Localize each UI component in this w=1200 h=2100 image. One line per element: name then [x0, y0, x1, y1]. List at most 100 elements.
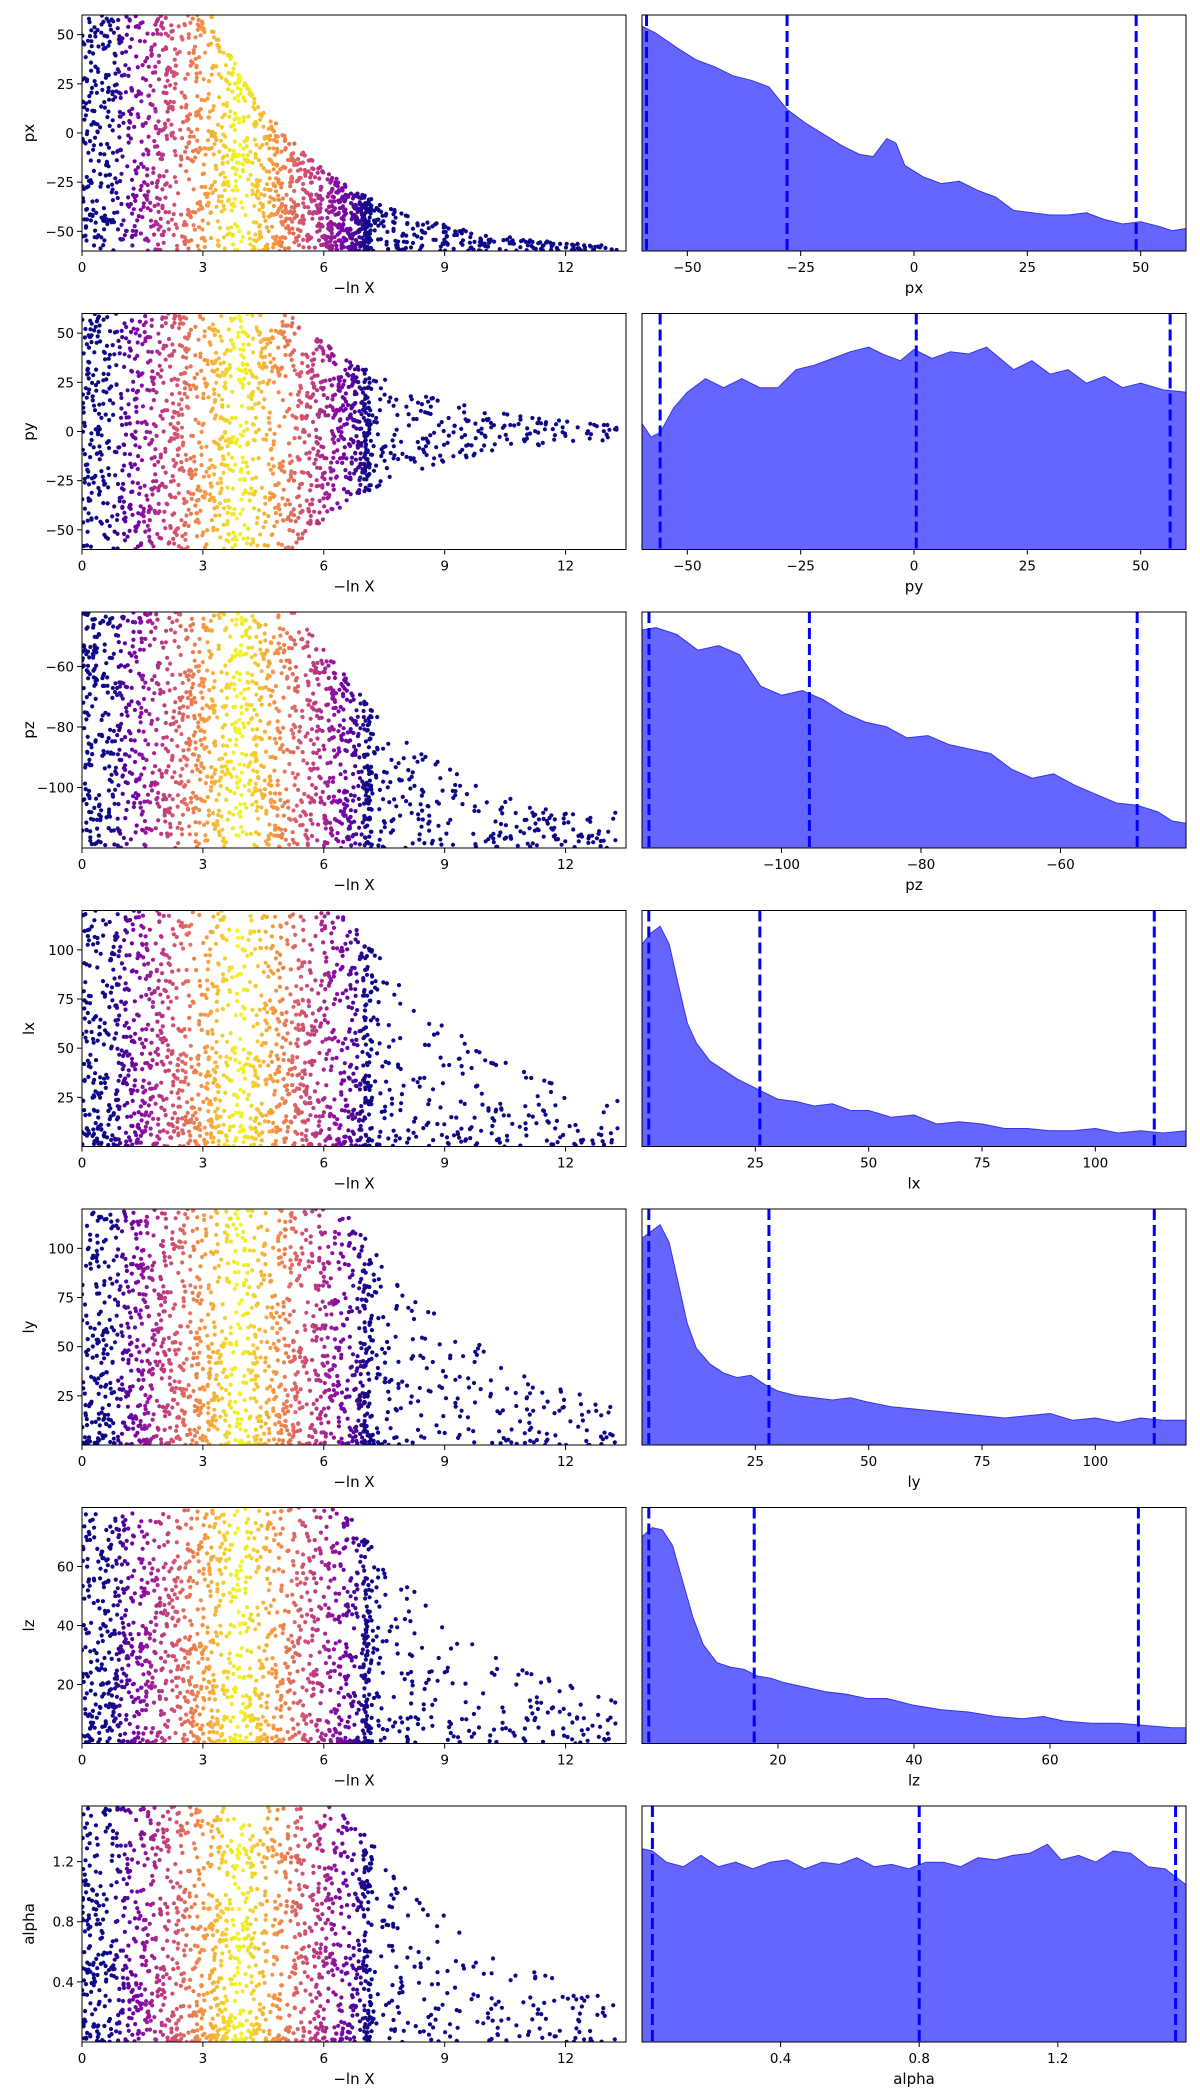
scatter-point: [83, 326, 88, 332]
scatter-point: [120, 154, 125, 159]
scatter-point: [186, 127, 191, 132]
scatter-point: [325, 509, 330, 514]
scatter-point: [215, 822, 220, 827]
scatter-point: [281, 164, 286, 169]
scatter-point: [251, 768, 256, 773]
scatter-point: [84, 827, 89, 833]
scatter-point: [220, 756, 225, 761]
scatter-point: [185, 15, 191, 18]
scatter-point: [197, 649, 202, 655]
scatter-point: [294, 179, 299, 184]
scatter-point: [90, 398, 95, 403]
scatter-point: [290, 219, 295, 224]
scatter-point: [292, 331, 297, 336]
density-area: [641, 346, 1187, 550]
scatter-point: [139, 752, 144, 757]
scatter-point: [297, 389, 302, 394]
scatter-point: [250, 614, 255, 619]
scatter-point: [82, 76, 87, 81]
scatter-point: [279, 671, 284, 676]
scatter-point: [212, 141, 217, 147]
scatter-point: [166, 313, 171, 316]
scatter-point: [334, 176, 339, 181]
scatter-point: [598, 838, 603, 844]
scatter-point: [175, 434, 180, 440]
scatter-point: [319, 185, 324, 190]
scatter-point: [349, 691, 354, 696]
scatter-point: [410, 841, 415, 846]
scatter-point: [86, 333, 91, 338]
scatter-point: [87, 757, 92, 763]
scatter-point: [261, 525, 266, 530]
scatter-point: [120, 335, 125, 340]
scatter-point: [105, 621, 111, 626]
scatter-point: [301, 415, 306, 420]
scatter-point: [386, 399, 392, 404]
scatter-point: [339, 845, 344, 848]
scatter-point: [382, 769, 387, 775]
scatter-point: [250, 727, 255, 732]
scatter-point: [83, 55, 88, 60]
scatter-point: [305, 640, 310, 645]
scatter-point: [164, 169, 169, 174]
scatter-point: [579, 834, 585, 839]
scatter-point: [146, 93, 152, 98]
scatter-point: [124, 709, 129, 714]
scatter-point: [262, 778, 267, 783]
scatter-point: [151, 381, 156, 387]
scatter-point: [362, 239, 368, 245]
scatter-point: [367, 380, 372, 385]
scatter-point: [201, 530, 206, 535]
scatter-point: [132, 195, 137, 200]
scatter-point: [244, 370, 249, 376]
scatter-point: [318, 194, 323, 199]
scatter-point: [312, 384, 317, 389]
scatter-point: [304, 233, 310, 238]
scatter-point: [262, 136, 267, 141]
scatter-point: [394, 804, 399, 809]
scatter-point: [103, 173, 108, 178]
scatter-point: [88, 60, 94, 65]
scatter-point: [179, 321, 184, 326]
scatter-point: [200, 422, 205, 427]
scatter-point: [133, 168, 138, 173]
scatter-point: [108, 329, 113, 334]
scatter-point: [392, 797, 397, 802]
scatter-point: [121, 218, 126, 223]
scatter-point: [213, 513, 218, 518]
scatter-point: [138, 800, 143, 806]
scatter-point: [288, 184, 293, 189]
scatter-point: [115, 733, 120, 738]
scatter-point: [132, 124, 137, 129]
scatter-point: [294, 540, 299, 545]
scatter-point: [155, 31, 160, 36]
scatter-point: [249, 486, 254, 491]
scatter-point: [320, 358, 325, 363]
scatter-point: [151, 422, 156, 427]
scatter-point: [316, 682, 321, 687]
scatter-point: [82, 700, 86, 705]
axes-frame: [81, 14, 627, 252]
scatter-point: [328, 466, 333, 471]
scatter-point: [252, 100, 257, 106]
scatter-point: [133, 749, 138, 754]
scatter-point: [500, 811, 505, 816]
scatter-point: [341, 197, 346, 202]
scatter-point: [411, 416, 416, 422]
scatter-point: [210, 183, 215, 188]
scatter-point: [356, 367, 361, 372]
scatter-point: [306, 702, 311, 708]
scatter-point: [85, 38, 91, 43]
scatter-point: [194, 147, 199, 152]
scatter-point: [309, 727, 315, 732]
scatter-point: [187, 832, 192, 837]
scatter-point: [259, 702, 264, 707]
scatter-point: [121, 531, 127, 537]
scatter-point: [204, 745, 209, 750]
scatter-point: [239, 325, 244, 330]
scatter-point: [367, 483, 372, 488]
scatter-point: [286, 805, 291, 810]
scatter-point: [170, 415, 175, 420]
scatter-point: [241, 169, 246, 174]
scatter-point: [206, 808, 211, 813]
